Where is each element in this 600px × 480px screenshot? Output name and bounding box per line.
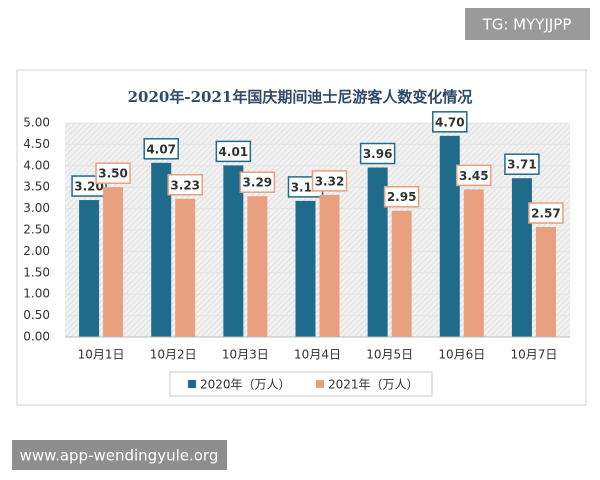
value-label: 4.70 bbox=[435, 115, 465, 129]
bar bbox=[175, 198, 196, 337]
bar bbox=[463, 189, 484, 337]
value-label: 3.23 bbox=[170, 178, 200, 192]
y-tick-label: 3.50 bbox=[23, 180, 50, 194]
chart-title: 2020年-2021年国庆期间迪士尼游客人数变化情况 bbox=[128, 88, 473, 106]
y-tick-label: 0.50 bbox=[23, 308, 50, 322]
watermark-box bbox=[465, 8, 590, 40]
value-label-box bbox=[167, 174, 203, 196]
y-tick-label: 5.00 bbox=[23, 116, 50, 130]
watermark: TG: MYYJJPP bbox=[482, 16, 572, 34]
x-tick-label: 10月4日 bbox=[294, 348, 341, 362]
value-label-box bbox=[143, 138, 179, 160]
y-tick-label: 4.00 bbox=[23, 158, 50, 172]
y-tick-label: 2.50 bbox=[23, 223, 50, 237]
watermark: www.app-wendingyule.org bbox=[20, 447, 219, 465]
bar bbox=[391, 210, 412, 337]
bar bbox=[223, 165, 244, 337]
legend-box bbox=[169, 371, 433, 397]
x-tick-label: 10月1日 bbox=[78, 348, 125, 362]
value-label: 3.50 bbox=[98, 167, 128, 181]
legend-label: 2020年（万人） bbox=[200, 378, 291, 392]
watermark-box bbox=[12, 440, 227, 470]
value-label: 2.95 bbox=[387, 190, 417, 204]
x-tick-label: 10月6日 bbox=[438, 348, 485, 362]
bar bbox=[151, 162, 172, 337]
bar bbox=[535, 227, 556, 337]
value-label-box bbox=[215, 140, 252, 163]
value-label-box bbox=[456, 164, 492, 187]
x-tick-label: 10月3日 bbox=[222, 348, 269, 362]
y-tick-label: 0.00 bbox=[23, 330, 50, 344]
y-tick-label: 3.00 bbox=[23, 201, 50, 215]
x-tick-label: 10月5日 bbox=[366, 348, 413, 362]
bar bbox=[103, 187, 124, 337]
value-label-box bbox=[504, 153, 540, 175]
value-label-box bbox=[311, 170, 348, 192]
legend-swatch bbox=[316, 380, 324, 388]
bar bbox=[319, 194, 340, 337]
value-label: 3.32 bbox=[315, 174, 345, 188]
value-label: 3.29 bbox=[243, 176, 273, 190]
value-label: 2.57 bbox=[531, 207, 561, 221]
y-tick-label: 1.00 bbox=[23, 287, 50, 301]
value-label: 4.07 bbox=[146, 142, 176, 156]
value-label-box bbox=[239, 171, 276, 193]
bar bbox=[295, 200, 316, 337]
value-label-box bbox=[528, 202, 564, 224]
value-label-box bbox=[95, 162, 131, 184]
legend-swatch bbox=[188, 380, 196, 388]
y-tick-label: 4.50 bbox=[23, 137, 50, 151]
x-tick-label: 10月7日 bbox=[510, 348, 557, 362]
y-tick-label: 2.00 bbox=[23, 244, 50, 258]
value-label: 3.45 bbox=[459, 169, 489, 183]
x-tick-label: 10月2日 bbox=[150, 348, 197, 362]
bar bbox=[367, 167, 388, 337]
bar bbox=[511, 178, 532, 337]
legend-label: 2021年（万人） bbox=[328, 378, 419, 392]
value-label-box bbox=[359, 142, 396, 165]
value-label: 3.71 bbox=[507, 158, 537, 172]
bar bbox=[247, 196, 268, 337]
bar bbox=[439, 135, 460, 337]
y-tick-label: 1.50 bbox=[23, 265, 50, 279]
value-label: 3.96 bbox=[363, 147, 393, 161]
bar bbox=[79, 200, 100, 337]
value-label: 4.01 bbox=[219, 145, 249, 159]
value-label-box bbox=[432, 111, 468, 133]
value-label-box bbox=[383, 185, 420, 208]
